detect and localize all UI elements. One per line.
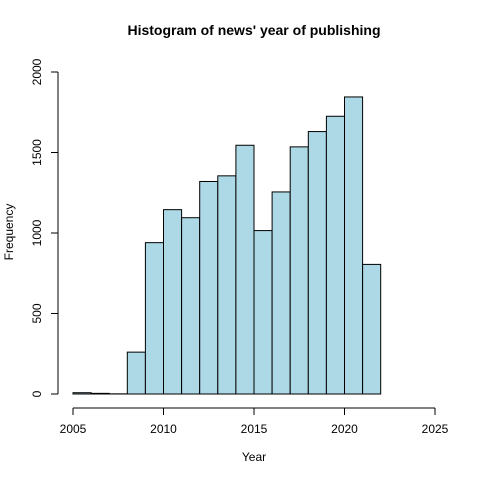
histogram-bar [289,146,309,395]
histogram-bar [163,209,183,395]
histogram-bar [271,191,291,395]
y-tick-label: 2000 [30,58,44,85]
histogram-bar [126,351,146,395]
x-axis-label: Year [242,450,266,464]
histogram-bar [90,392,110,395]
x-tick-label: 2015 [241,422,268,436]
x-tick-label: 2020 [331,422,358,436]
histogram-bar [199,180,219,395]
histogram-bar [325,115,345,395]
histogram-bar [72,392,92,395]
x-tick-label: 2025 [422,422,449,436]
y-tick-label: 0 [30,390,44,397]
x-tick-label: 2005 [60,422,87,436]
bars-group [72,96,382,395]
y-axis-label: Frequency [2,204,16,261]
histogram-bar [181,217,201,395]
y-tick-label: 500 [30,303,44,323]
histogram-bar [217,175,237,395]
y-tick-label: 1000 [30,219,44,246]
x-axis: 2005 2010 2015 2020 2025 [60,407,449,436]
chart-title: Histogram of news' year of publishing [127,22,380,38]
x-tick-label: 2010 [150,422,177,436]
histogram-bar [362,263,382,395]
histogram-bar [253,230,273,395]
y-tick-label: 1500 [30,139,44,166]
histogram-bar [344,96,364,395]
histogram-bar [144,242,164,395]
histogram-bar [235,144,255,395]
histogram-bar [307,131,327,395]
y-axis: 0 500 1000 1500 2000 [30,58,59,397]
